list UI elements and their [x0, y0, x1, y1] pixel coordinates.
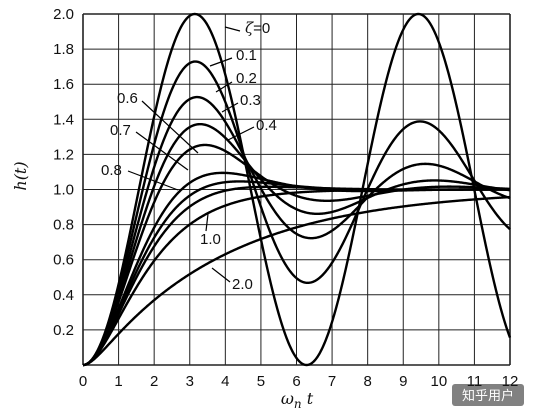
label-0.6: 0.6: [117, 90, 138, 107]
leader-0.3: [221, 102, 239, 113]
x-tick-0: 0: [79, 373, 87, 390]
curve-zeta-0: [82, 12, 512, 367]
x-axis-label: ωn t: [281, 389, 314, 411]
x-tick-2: 2: [150, 373, 158, 390]
curve-zeta-0.1: [82, 60, 511, 367]
y-axis-label: h(t): [11, 161, 30, 190]
label-0.1: 0.1: [236, 47, 257, 64]
label-ζ=0: ζ=0: [245, 19, 270, 37]
y-tick-labels: 0.2 0.4 0.6 0.8 1.0 1.2 1.4 1.6 1.8 2.0: [53, 6, 74, 339]
watermark: 知乎用户: [452, 384, 524, 406]
x-tick-8: 8: [363, 373, 371, 390]
x-tick-6: 6: [292, 373, 300, 390]
x-tick-7: 7: [328, 373, 336, 390]
y-tick-1.0: 1.0: [53, 182, 74, 199]
label-leaders: [127, 26, 255, 283]
leader-0.1: [209, 57, 233, 67]
y-tick-1.8: 1.8: [53, 41, 74, 58]
label-0.3: 0.3: [240, 92, 261, 109]
x-tick-1: 1: [114, 373, 122, 390]
leader-1.0: [205, 213, 209, 232]
label-0.4: 0.4: [256, 117, 277, 134]
x-tick-5: 5: [257, 373, 265, 390]
y-tick-1.6: 1.6: [53, 76, 74, 93]
curve-zeta-2: [82, 195, 511, 367]
x-tick-10: 10: [430, 373, 447, 390]
x-tick-labels: 0 1 2 3 4 5 6 7 8 9 10 11 12: [79, 373, 519, 390]
x-tick-4: 4: [221, 373, 229, 390]
label-1.0: 1.0: [200, 231, 221, 248]
y-tick-1.4: 1.4: [53, 111, 74, 128]
leader-ζ=0: [224, 26, 241, 32]
y-tick-1.2: 1.2: [53, 146, 74, 163]
svg-text:知乎用户: 知乎用户: [462, 388, 514, 404]
label-2.0: 2.0: [232, 276, 253, 293]
label-0.2: 0.2: [236, 70, 257, 87]
leader-0.4: [227, 126, 255, 141]
curve-zeta-0.3: [82, 122, 511, 367]
leader-0.6: [141, 100, 199, 154]
curve-zeta-1: [82, 188, 511, 367]
y-tick-0.4: 0.4: [53, 287, 74, 304]
y-tick-0.2: 0.2: [53, 322, 74, 339]
y-tick-2.0: 2.0: [53, 6, 74, 23]
curves: [82, 12, 512, 367]
leader-0.2: [215, 81, 233, 93]
x-tick-3: 3: [186, 373, 194, 390]
y-tick-0.8: 0.8: [53, 217, 74, 234]
curve-zeta-0.4: [82, 143, 511, 367]
label-0.8: 0.8: [101, 162, 122, 179]
leader-0.8: [127, 170, 179, 191]
y-tick-0.6: 0.6: [53, 252, 74, 269]
leader-0.7: [135, 131, 189, 171]
curve-zeta-0.2: [82, 95, 511, 367]
label-0.7: 0.7: [110, 122, 131, 139]
x-tick-9: 9: [399, 373, 407, 390]
series-labels: ζ=0 0.1 0.2 0.3 0.4 0.6 0.7 0.8 1.0 2.0: [101, 19, 277, 293]
leader-2.0: [211, 267, 231, 283]
